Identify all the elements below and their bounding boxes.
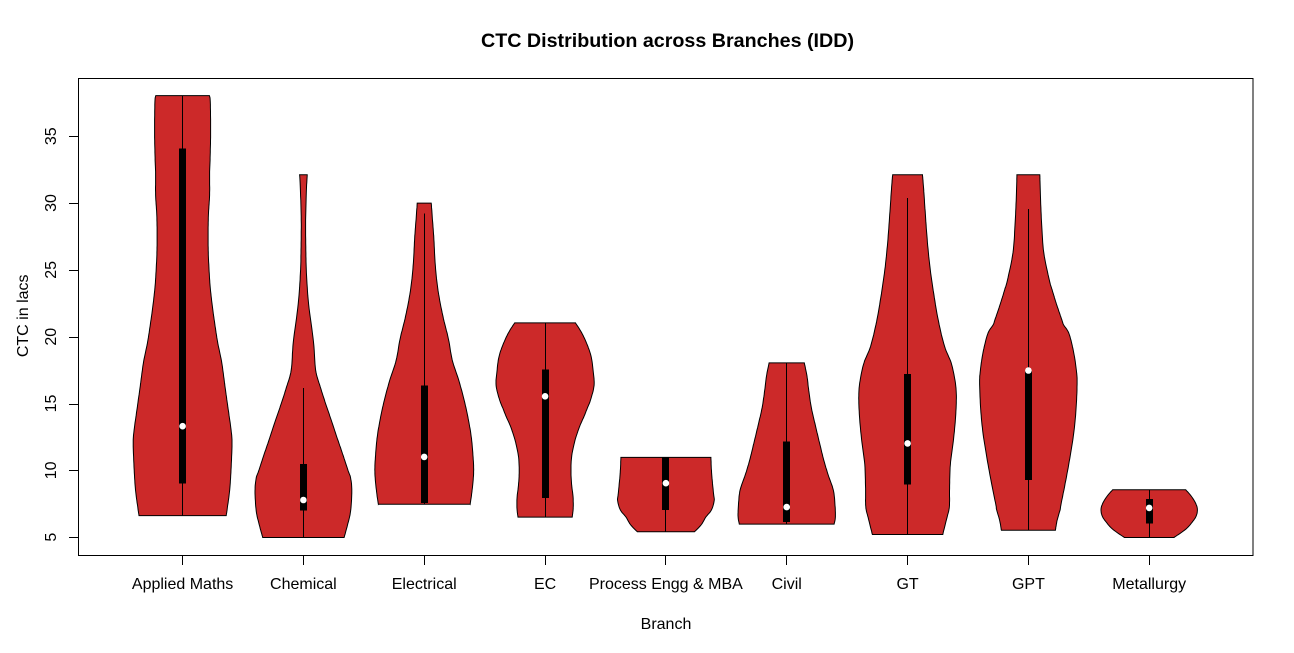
svg-text:CTC in lacs: CTC in lacs: [15, 274, 32, 357]
svg-text:20: 20: [43, 328, 60, 346]
svg-text:5: 5: [43, 533, 60, 542]
svg-text:EC: EC: [534, 576, 556, 593]
svg-text:GPT: GPT: [1012, 576, 1045, 593]
svg-text:15: 15: [43, 395, 60, 413]
svg-text:10: 10: [43, 461, 60, 479]
svg-text:Electrical: Electrical: [392, 576, 457, 593]
svg-text:30: 30: [43, 194, 60, 212]
svg-text:25: 25: [43, 261, 60, 279]
svg-text:Chemical: Chemical: [270, 576, 337, 593]
svg-text:Process Engg & MBA: Process Engg & MBA: [589, 576, 743, 593]
svg-text:Civil: Civil: [772, 576, 802, 593]
svg-text:Applied Maths: Applied Maths: [132, 576, 233, 593]
svg-text:35: 35: [43, 127, 60, 145]
svg-text:Metallurgy: Metallurgy: [1112, 576, 1186, 593]
svg-text:CTC Distribution across Branch: CTC Distribution across Branches (IDD): [481, 30, 854, 52]
svg-text:GT: GT: [896, 576, 918, 593]
svg-text:Branch: Branch: [641, 616, 692, 633]
